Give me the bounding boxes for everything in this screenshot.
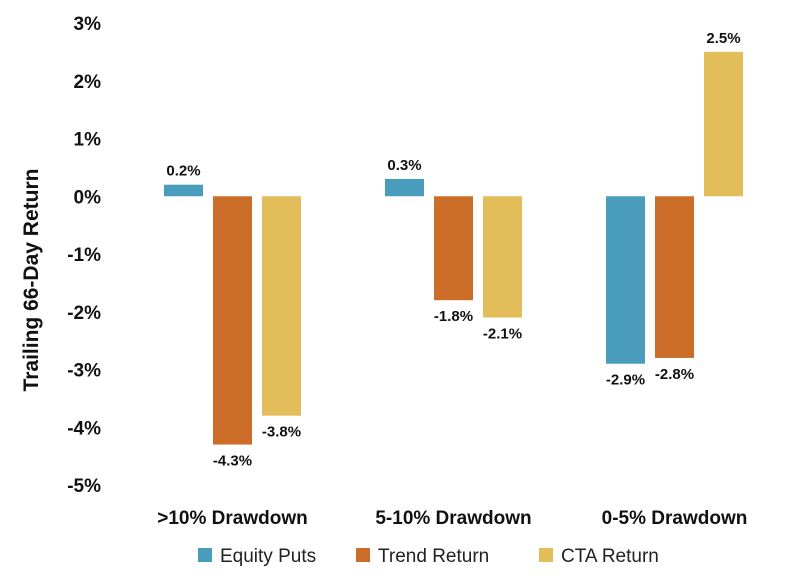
bar-cta-return xyxy=(704,51,743,197)
data-label: -2.1% xyxy=(483,326,522,343)
bar-equity-puts xyxy=(385,178,424,197)
y-axis-title: Trailing 66-Day Return xyxy=(20,169,43,392)
y-tick-label: 3% xyxy=(74,14,102,35)
y-axis-ticks: 3% 2% 1% 0% -1% -2% -3% -4% -5% xyxy=(67,14,101,497)
data-labels: 0.2% -4.3% -3.8% 0.3% -1.8% -2.1% -2.9% -2.8% 2.… xyxy=(166,30,740,470)
bar-trend-return xyxy=(655,196,694,358)
data-label: -4.3% xyxy=(213,453,252,470)
y-tick-label: 1% xyxy=(74,130,102,151)
legend-label: CTA Return xyxy=(561,546,659,567)
bar-equity-puts xyxy=(164,184,203,197)
y-tick-label: -1% xyxy=(67,245,101,266)
bars xyxy=(164,51,743,445)
data-label: -1.8% xyxy=(434,308,473,325)
legend-label: Equity Puts xyxy=(220,546,316,567)
data-label: 0.2% xyxy=(166,163,200,180)
category-label: 5-10% Drawdown xyxy=(375,508,531,529)
data-label: -3.8% xyxy=(262,424,301,441)
bar-trend-return xyxy=(434,196,473,301)
category-label: >10% Drawdown xyxy=(157,508,307,529)
y-tick-label: 2% xyxy=(74,72,102,93)
y-tick-label: -4% xyxy=(67,418,101,439)
y-tick-label: -2% xyxy=(67,303,101,324)
legend-label: Trend Return xyxy=(378,546,489,567)
category-label: 0-5% Drawdown xyxy=(602,508,748,529)
y-tick-label: -5% xyxy=(67,476,101,497)
data-label: -2.9% xyxy=(606,372,645,389)
legend: Equity Puts Trend Return CTA Return xyxy=(198,546,659,567)
data-label: 0.3% xyxy=(387,157,421,174)
bar-cta-return xyxy=(483,196,522,318)
y-tick-label: -3% xyxy=(67,361,101,382)
legend-swatch xyxy=(198,548,212,562)
category-labels: >10% Drawdown 5-10% Drawdown 0-5% Drawdown xyxy=(157,508,747,529)
data-label: 2.5% xyxy=(706,30,740,47)
bar-cta-return xyxy=(262,196,301,416)
bar-equity-puts xyxy=(606,196,645,364)
legend-swatch xyxy=(356,548,370,562)
y-tick-label: 0% xyxy=(74,187,102,208)
legend-swatch xyxy=(539,548,553,562)
bar-trend-return xyxy=(213,196,252,445)
data-label: -2.8% xyxy=(655,366,694,383)
